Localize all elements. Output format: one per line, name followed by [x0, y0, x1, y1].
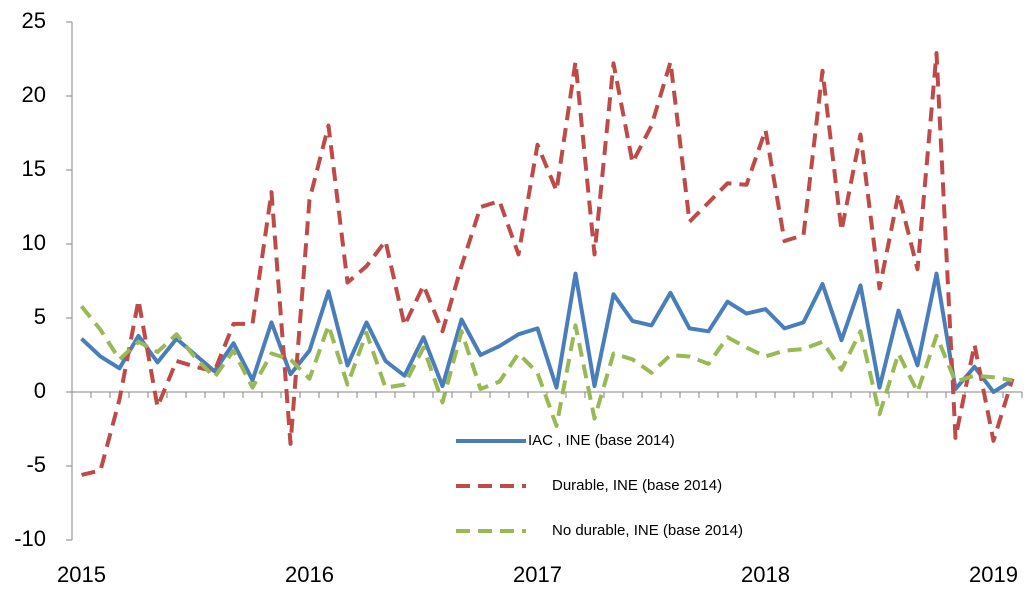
- y-tick-label: 5: [34, 304, 46, 329]
- y-tick-label: 25: [22, 8, 46, 33]
- legend-label: IAC , INE (base 2014): [528, 432, 675, 449]
- x-tick-label: 2019: [969, 562, 1018, 587]
- y-tick-label: -10: [14, 526, 46, 551]
- x-tick-label: 2016: [285, 562, 334, 587]
- x-tick-label: 2015: [57, 562, 106, 587]
- legend-label: No durable, INE (base 2014): [552, 522, 743, 539]
- y-tick-label: 0: [34, 378, 46, 403]
- series-line: [80, 271, 1014, 394]
- y-tick-label: 10: [22, 230, 46, 255]
- legend-label: Durable, INE (base 2014): [552, 477, 722, 494]
- series-line: [81, 51, 1015, 477]
- y-tick-label: -5: [26, 452, 46, 477]
- y-tick-label: 15: [22, 156, 46, 181]
- x-tick-label: 2018: [741, 562, 790, 587]
- series-line: [79, 304, 1013, 428]
- y-tick-label: 20: [22, 82, 46, 107]
- x-tick-label: 2017: [513, 562, 562, 587]
